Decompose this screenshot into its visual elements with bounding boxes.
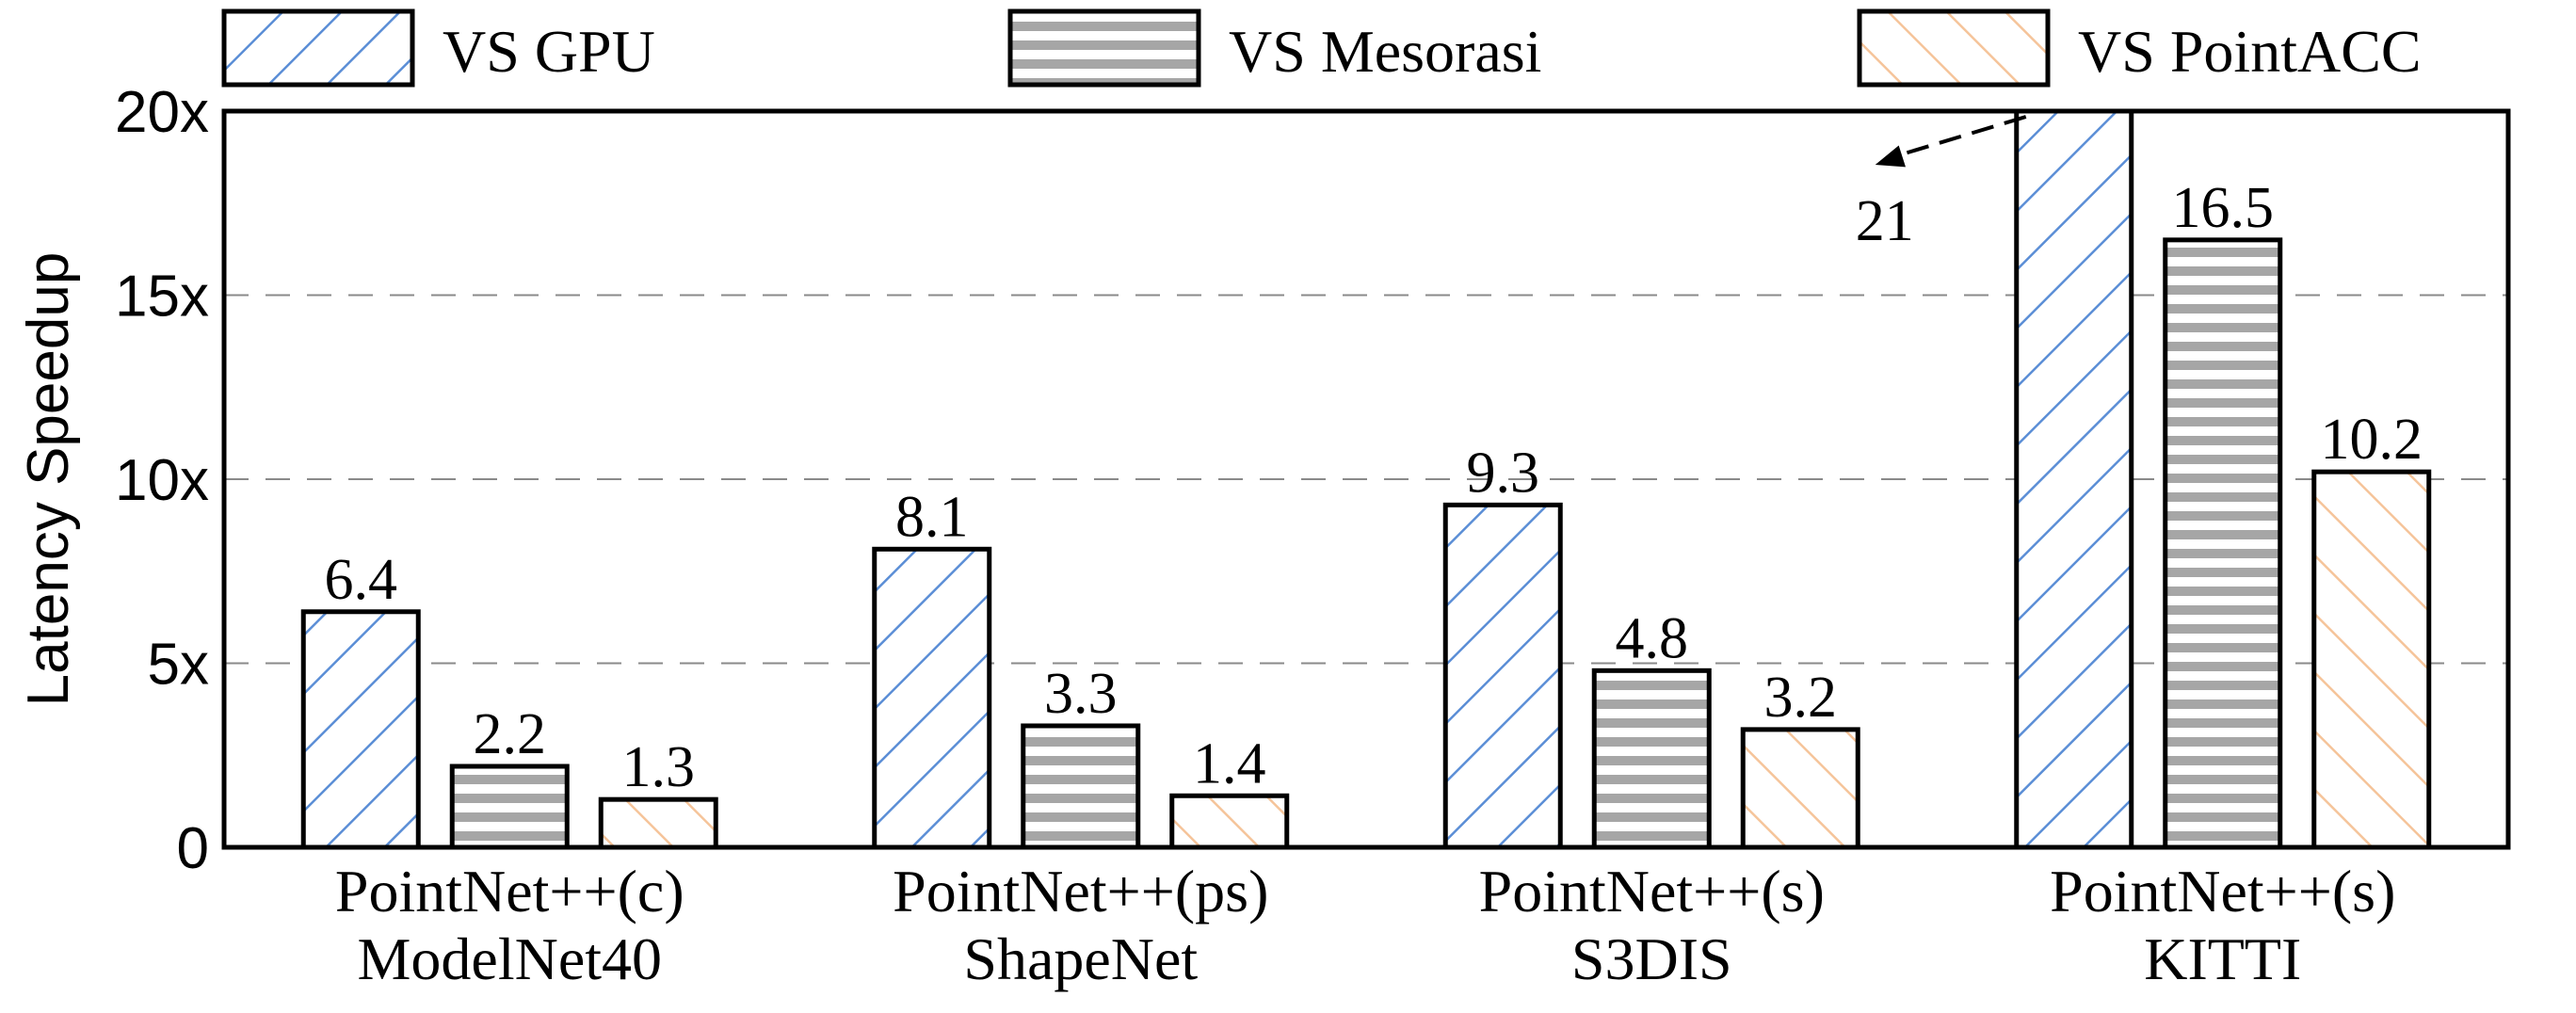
x-tick-label-1-line2: ShapeNet — [963, 925, 1198, 992]
y-tick-label-5: 5x — [148, 633, 209, 698]
annotation-label-0: 21 — [1856, 189, 1914, 253]
value-label-vs-pointacc-0: 1.3 — [622, 735, 696, 799]
legend-label-vs-gpu: VS GPU — [443, 18, 655, 85]
legend-swatch-vs-mesorasi — [1007, 8, 1201, 88]
bar-vs-pointacc-1 — [1169, 793, 1290, 847]
bar-vs-gpu-1 — [872, 546, 992, 847]
bar-vs-gpu-3 — [2014, 111, 2134, 847]
bar-vs-pointacc-2 — [1740, 727, 1860, 847]
value-label-vs-gpu-1: 8.1 — [895, 485, 969, 549]
bar-vs-mesorasi-1 — [1021, 723, 1141, 847]
y-tick-label-15: 15x — [115, 265, 209, 330]
value-label-vs-gpu-2: 9.3 — [1467, 441, 1540, 505]
y-axis-label: Latency Speedup — [16, 252, 81, 707]
bar-vs-mesorasi-3 — [2163, 237, 2283, 847]
legend-swatch-vs-pointacc — [1857, 8, 2051, 88]
y-tick-label-10: 10x — [115, 448, 209, 513]
y-tick-label-0: 0 — [177, 816, 209, 881]
value-label-vs-mesorasi-1: 3.3 — [1044, 662, 1118, 726]
annotation-leader-0 — [1892, 115, 2027, 159]
bars — [300, 111, 2432, 847]
x-tick-label-0-line2: ModelNet40 — [358, 925, 663, 992]
bar-vs-gpu-0 — [300, 609, 421, 847]
bar-vs-pointacc-3 — [2311, 469, 2432, 847]
value-label-vs-pointacc-3: 10.2 — [2321, 408, 2423, 472]
bar-vs-mesorasi-0 — [449, 764, 570, 847]
legend: VS GPU VS Mesorasi VS PointACC — [221, 8, 2422, 88]
x-tick-label-2-line1: PointNet++(s) — [1479, 858, 1825, 925]
value-label-vs-pointacc-2: 3.2 — [1764, 666, 1838, 730]
x-tick-label-0-line1: PointNet++(c) — [335, 858, 684, 925]
bar-vs-mesorasi-2 — [1591, 667, 1712, 847]
x-tick-label-3-line1: PointNet++(s) — [2050, 858, 2395, 925]
value-label-vs-mesorasi-2: 4.8 — [1616, 606, 1689, 670]
x-tick-label-2-line2: S3DIS — [1571, 925, 1732, 992]
x-tick-label-1-line1: PointNet++(ps) — [893, 858, 1268, 925]
annotation-arrowhead-0 — [1875, 145, 1906, 168]
value-label-vs-gpu-0: 6.4 — [325, 548, 398, 612]
annotations: 21 — [1856, 115, 2027, 253]
x-tick-labels: PointNet++(c)ModelNet40 PointNet++(ps)Sha… — [335, 858, 2396, 992]
plot-frame — [221, 108, 2511, 850]
legend-swatch-vs-gpu — [221, 8, 415, 88]
legend-label-vs-mesorasi: VS Mesorasi — [1229, 18, 1541, 85]
value-label-vs-mesorasi-0: 2.2 — [474, 702, 547, 766]
legend-label-vs-pointacc: VS PointACC — [2078, 18, 2422, 85]
y-tick-label-20: 20x — [115, 80, 209, 145]
value-label-vs-pointacc-1: 1.4 — [1193, 732, 1266, 796]
value-label-vs-mesorasi-3: 16.5 — [2172, 176, 2275, 240]
bar-vs-pointacc-0 — [598, 796, 718, 847]
y-ticks: 0 5x 10x 15x 20x — [115, 80, 209, 881]
bar-value-labels: 6.4 2.2 1.3 8.1 3.3 1.4 9.3 4.8 3.2 16.5 10.2 — [325, 176, 2423, 799]
x-tick-label-3-line2: KITTI — [2144, 925, 2301, 992]
bar-vs-gpu-2 — [1442, 502, 1563, 847]
gridlines — [224, 294, 2508, 665]
